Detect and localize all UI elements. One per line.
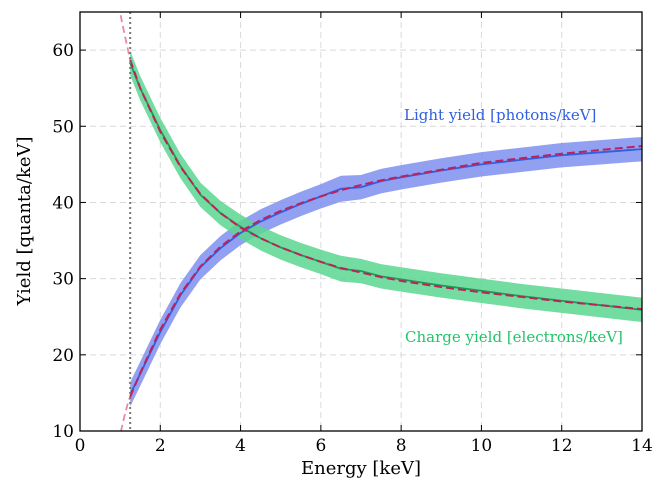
charge-yield-band (130, 50, 642, 323)
y-tick-label: 30 (52, 270, 74, 290)
x-axis-title: Energy [keV] (301, 458, 421, 479)
y-tick-label: 60 (52, 41, 74, 61)
x-tick-label: 10 (471, 436, 493, 456)
x-tick-label: 4 (235, 436, 246, 456)
x-tick-label: 12 (551, 436, 573, 456)
light-yield-band (130, 136, 642, 407)
x-tick-label: 0 (75, 436, 86, 456)
y-axis-title: Yield [quanta/keV] (14, 136, 35, 306)
x-tick-label: 2 (155, 436, 166, 456)
y-tick-label: 50 (52, 117, 74, 137)
charge-yield-extrapolation (119, 12, 132, 61)
light-yield-extrapolation (120, 396, 132, 431)
x-tick-label: 6 (315, 436, 326, 456)
y-tick-label: 20 (52, 346, 74, 366)
charge-yield-annotation: Charge yield [electrons/keV] (405, 328, 623, 346)
light-yield-fit (129, 145, 642, 398)
grid-lines (79, 12, 643, 432)
axis-ticks: 0 2 4 6 8 10 12 14 10 20 30 40 50 60 (52, 12, 653, 456)
plot-frame (79, 11, 643, 432)
x-tick-label: 8 (396, 436, 407, 456)
charge-yield-fit (129, 59, 642, 311)
light-yield-annotation: Light yield [photons/keV] (404, 106, 596, 124)
y-tick-label: 10 (52, 422, 74, 442)
y-tick-label: 40 (52, 193, 74, 213)
plot-area (119, 12, 642, 431)
x-tick-label: 14 (631, 436, 653, 456)
